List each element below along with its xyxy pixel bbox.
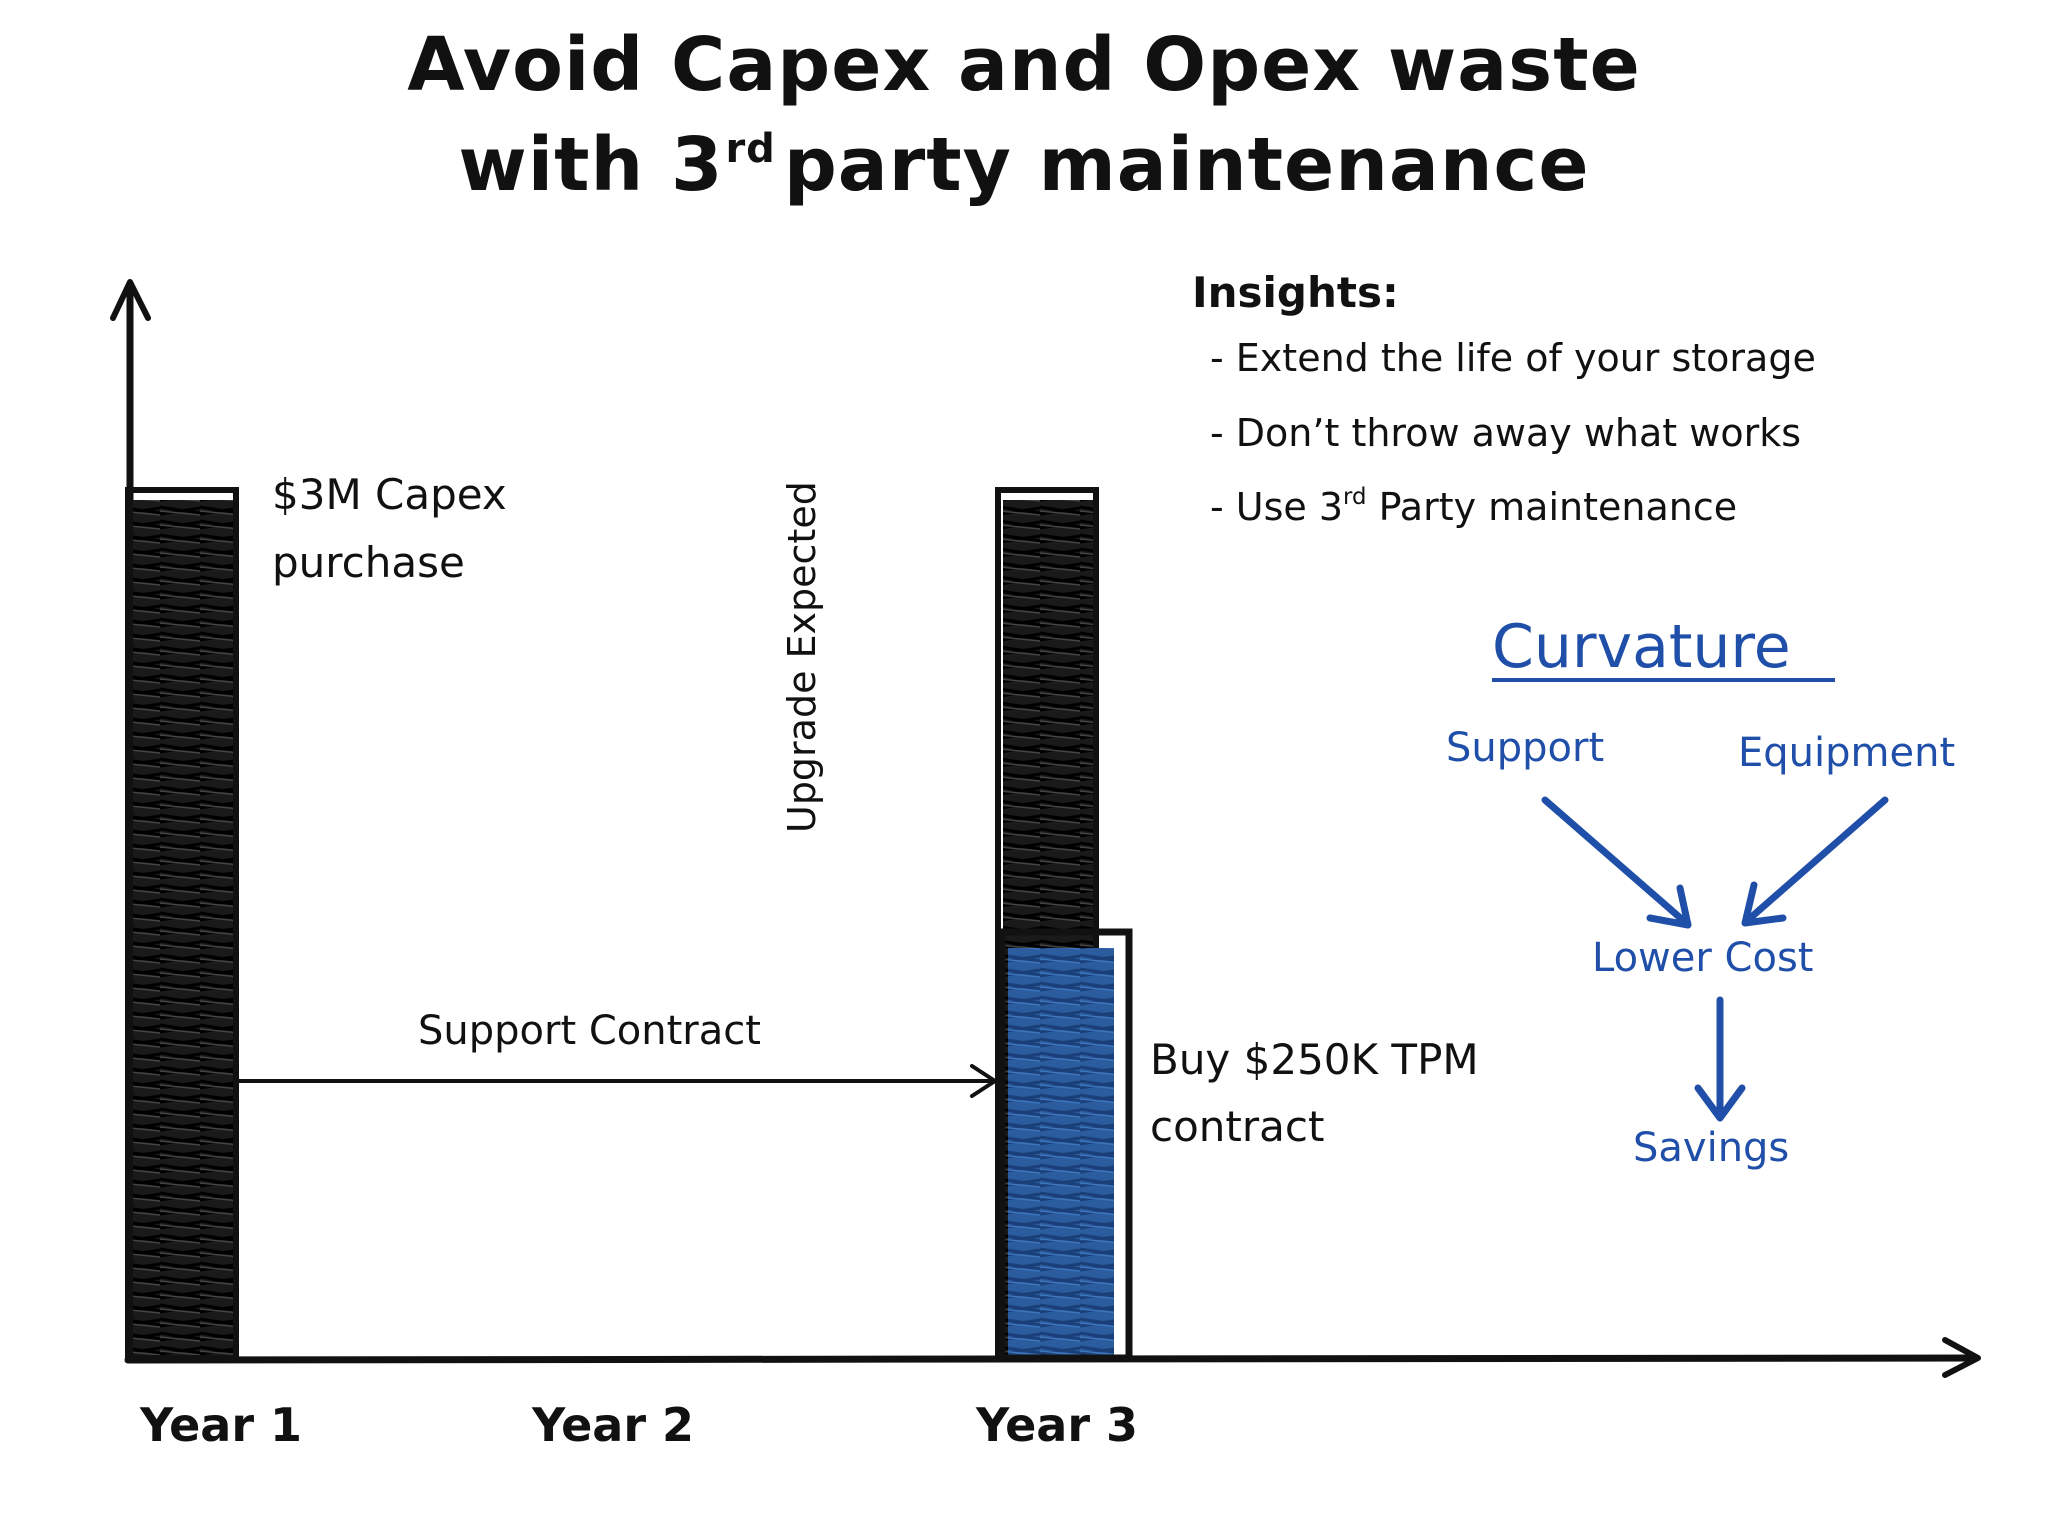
equipment-to-lower-cost-arrow <box>1744 796 1889 924</box>
year1-capex-bar <box>125 487 239 1361</box>
insight-item-2: - Don’t throw away what works <box>1210 411 1802 455</box>
flow-node-savings: Savings <box>1633 1125 1790 1171</box>
flow-arrows <box>1541 796 1889 1122</box>
lower-cost-to-savings-arrowhead <box>1694 1084 1746 1122</box>
title-line-2-sup: rd <box>725 126 776 172</box>
insight-item-1: - Extend the life of your storage <box>1210 336 1816 380</box>
insight-item-3: - Use 3rd Party maintenance <box>1210 484 1737 529</box>
flow-node-equipment: Equipment <box>1738 730 1956 776</box>
y-axis-arrowhead <box>110 279 151 321</box>
title-line-2-post: party maintenance <box>783 122 1590 208</box>
title-line-1-text: Avoid Capex and Opex waste <box>407 22 1641 108</box>
x-tick-year-3: Year 3 <box>976 1398 1139 1452</box>
year3-tpm-bar-fill <box>1008 948 1114 1357</box>
year3-tpm-bar <box>998 928 1133 1362</box>
insights-heading: Insights: <box>1192 268 1399 317</box>
capex-label-line-2: purchase <box>272 538 465 587</box>
tpm-label-line-2: contract <box>1150 1102 1325 1151</box>
x-tick-year-1: Year 1 <box>140 1398 303 1452</box>
insight-item-3-post: Party maintenance <box>1366 484 1738 529</box>
title-line-2: with 3rd party maintenance <box>0 122 2048 208</box>
curvature-title: Curvature <box>1492 612 1791 682</box>
title-line-2-pre: with 3 <box>458 122 724 208</box>
insight-item-3-pre: - Use 3 <box>1210 484 1344 529</box>
x-axis-arrowhead <box>1942 1337 1981 1378</box>
x-tick-year-2: Year 2 <box>532 1398 695 1452</box>
flow-node-lower-cost: Lower Cost <box>1592 935 1814 981</box>
support-to-lower-cost-arrowhead <box>1646 884 1692 929</box>
upgrade-expected-label: Upgrade Expected <box>780 481 824 833</box>
support-contract-arrowhead <box>970 1064 999 1098</box>
flow-node-support: Support <box>1446 725 1605 771</box>
capex-label-line-1: $3M Capex <box>272 470 507 519</box>
year1-capex-bar-fill <box>133 500 235 1357</box>
tpm-label-line-1: Buy $250K TPM <box>1150 1035 1479 1084</box>
support-contract-label: Support Contract <box>418 1008 761 1054</box>
equipment-to-lower-cost-arrowhead <box>1741 881 1787 927</box>
support-to-lower-cost-arrow <box>1541 796 1689 926</box>
title-line-1: Avoid Capex and Opex waste <box>0 22 2048 108</box>
insight-item-3-sup: rd <box>1343 484 1367 510</box>
